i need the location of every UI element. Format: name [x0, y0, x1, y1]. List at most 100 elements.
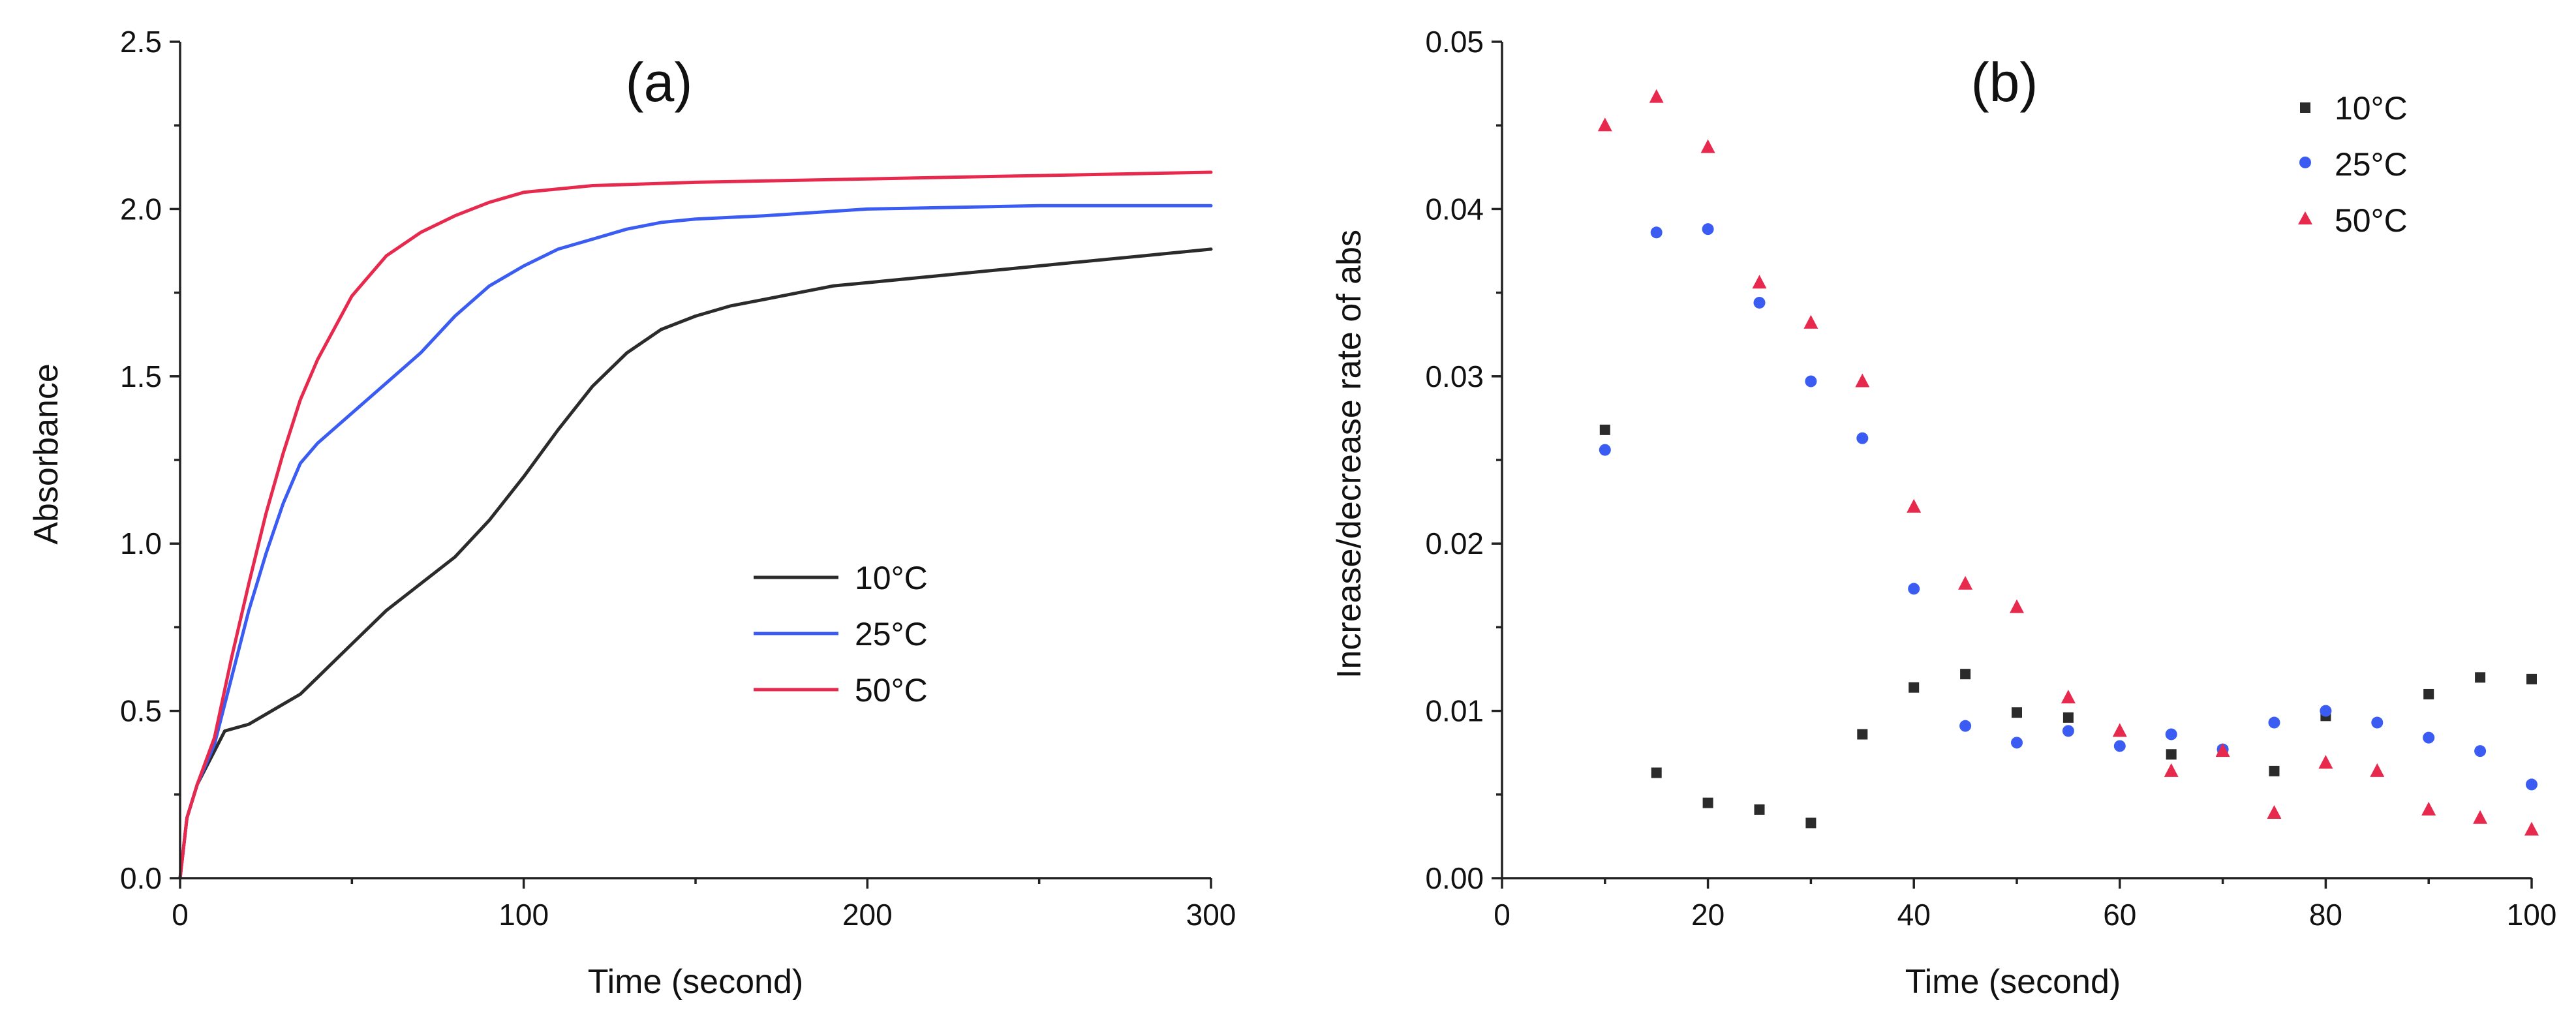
panel-b-point-50c	[2267, 805, 2282, 819]
panel-a-legend-label-25c: 25°C	[855, 616, 928, 652]
panel-b-point-50c	[2318, 755, 2333, 769]
panel-a-title: (a)	[626, 52, 693, 113]
panel-b-x-tick-label: 60	[2103, 898, 2136, 932]
panel-b-point-50c	[1597, 117, 1612, 132]
panel-b-point-50c	[2524, 821, 2539, 836]
panel-b-point-10c	[2062, 712, 2074, 723]
panel-b-y-tick-label: 0.05	[1425, 25, 1484, 59]
panel-b-point-10c	[1805, 817, 1817, 829]
panel-b-point-25c	[2371, 716, 2384, 729]
panel-b-point-25c	[2165, 728, 2177, 741]
panel-b-point-25c	[1702, 223, 1714, 236]
panel-b-legend-marker-25c	[2299, 157, 2311, 168]
panel-b-y-axis-title: Increase/decrease rate of abs	[1330, 230, 1368, 679]
panel-b-rate-chart: 0 20 40 60 80 100 0.00 0.01 0.02 0.03 0.04 0.05 (b)…	[1330, 25, 2556, 1001]
panel-b-point-25c	[1753, 296, 1766, 309]
panel-b-y-tick-label: 0.00	[1425, 861, 1484, 895]
panel-a-legend: 10°C 25°C 50°C	[754, 560, 928, 709]
panel-a-absorbance-chart: 0 100 200 300 0.0 0.5 1.0 1.5 2.0 2.5 (a) Time (s…	[27, 25, 1236, 1001]
panel-b-point-10c	[2166, 749, 2177, 760]
panel-b-point-10c	[2423, 688, 2434, 699]
panel-b-legend-marker-50c	[2298, 211, 2312, 224]
panel-a-legend-entry-25c: 25°C	[754, 616, 928, 652]
panel-a-y-tick-label: 1.0	[120, 527, 162, 560]
panel-a-legend-entry-10c: 10°C	[754, 560, 928, 596]
panel-b-x-axis-title: Time (second)	[1905, 963, 2121, 1001]
panel-b-legend: 10°C 25°C 50°C	[2298, 90, 2408, 239]
panel-a-legend-label-50c: 50°C	[855, 672, 928, 709]
panel-a-x-tick-label: 100	[498, 898, 549, 932]
panel-b-point-10c	[1651, 767, 1662, 778]
panel-b-point-25c	[2423, 731, 2435, 744]
panel-b-point-50c	[2421, 801, 2436, 816]
panel-b-point-25c	[1805, 375, 1817, 388]
panel-b-x-tick-label: 0	[1494, 898, 1510, 932]
panel-b-point-50c	[1958, 575, 1973, 590]
panel-a-series-group	[178, 170, 1213, 880]
panel-b-point-10c	[1702, 797, 1713, 808]
panel-b-point-25c	[2320, 705, 2332, 717]
panel-a-y-tick-label: 1.5	[120, 359, 162, 393]
panel-a-legend-label-10c: 10°C	[855, 560, 928, 596]
panel-b-point-25c	[1650, 226, 1663, 239]
panel-b-y-tick-label: 0.02	[1425, 527, 1484, 560]
panel-b-x-tick-label: 40	[1897, 898, 1931, 932]
panel-b-point-25c	[2474, 745, 2487, 757]
panel-b-point-25c	[2062, 725, 2074, 737]
panel-b-point-50c	[2164, 763, 2179, 777]
panel-a-x-tick-label: 0	[172, 898, 189, 932]
panel-b-point-50c	[1907, 498, 1922, 513]
panel-b-axes: 0 20 40 60 80 100 0.00 0.01 0.02 0.03 0.04 0.05	[1425, 25, 2556, 932]
panel-b-series-group	[1597, 89, 2539, 836]
panel-b-x-tick-label: 20	[1691, 898, 1725, 932]
panel-b-point-10c	[1857, 729, 1868, 740]
panel-a-y-tick-label: 2.5	[120, 25, 162, 59]
panel-b-point-50c	[1855, 373, 1870, 388]
panel-b-point-50c	[2112, 723, 2127, 737]
panel-b-title: (b)	[1971, 52, 2038, 113]
panel-b-point-50c	[2010, 599, 2024, 613]
panel-a-x-tick-label: 200	[842, 898, 893, 932]
panel-b-point-10c	[1599, 424, 1610, 435]
panel-a-y-axis-title: Absorbance	[27, 363, 65, 545]
panel-b-point-25c	[2268, 716, 2280, 729]
panel-b-y-tick-label: 0.04	[1425, 192, 1484, 226]
panel-b-legend-label-25c: 25°C	[2335, 146, 2408, 183]
panel-a-series-line-10c	[178, 247, 1213, 880]
panel-b-point-50c	[2370, 763, 2385, 777]
panel-b-point-50c	[1649, 89, 1664, 103]
panel-b-point-10c	[2526, 673, 2537, 684]
panel-b-point-50c	[2215, 743, 2230, 757]
panel-a-y-tick-label: 0.0	[120, 861, 162, 895]
panel-b-legend-marker-10c	[2300, 102, 2310, 113]
panel-b-point-25c	[2113, 740, 2126, 752]
panel-a-y-tick-label: 2.0	[120, 192, 162, 226]
panel-b-point-10c	[2012, 707, 2022, 718]
panel-b-point-50c	[1700, 139, 1715, 153]
panel-a-x-axis-title: Time (second)	[588, 963, 803, 1001]
panel-b-legend-entry-25c: 25°C	[2299, 146, 2408, 183]
panel-a-x-tick-label: 300	[1186, 898, 1236, 932]
panel-b-y-tick-label: 0.03	[1425, 359, 1484, 393]
panel-b-point-25c	[1959, 720, 1972, 732]
panel-b-point-25c	[2526, 778, 2538, 791]
panel-b-point-10c	[1909, 682, 1920, 693]
panel-b-point-25c	[2011, 737, 2023, 749]
panel-b-point-25c	[1599, 444, 1611, 456]
panel-b-point-50c	[2473, 810, 2488, 824]
panel-b-point-50c	[2061, 690, 2076, 704]
panel-b-point-50c	[1803, 314, 1818, 329]
panel-b-legend-entry-50c: 50°C	[2298, 202, 2408, 239]
panel-a-series-line-50c	[178, 170, 1213, 880]
panel-a-y-tick-label: 0.5	[120, 694, 162, 728]
panel-b-point-25c	[1908, 583, 1920, 595]
panel-b-legend-entry-10c: 10°C	[2300, 90, 2408, 127]
panel-b-point-10c	[1754, 804, 1765, 815]
panel-b-point-10c	[2269, 765, 2280, 776]
panel-b-legend-label-50c: 50°C	[2335, 202, 2408, 239]
panel-b-point-50c	[1752, 275, 1767, 289]
panel-a-series-line-25c	[178, 204, 1213, 880]
panel-b-point-10c	[1960, 669, 1971, 680]
panel-b-y-tick-label: 0.01	[1425, 694, 1484, 728]
